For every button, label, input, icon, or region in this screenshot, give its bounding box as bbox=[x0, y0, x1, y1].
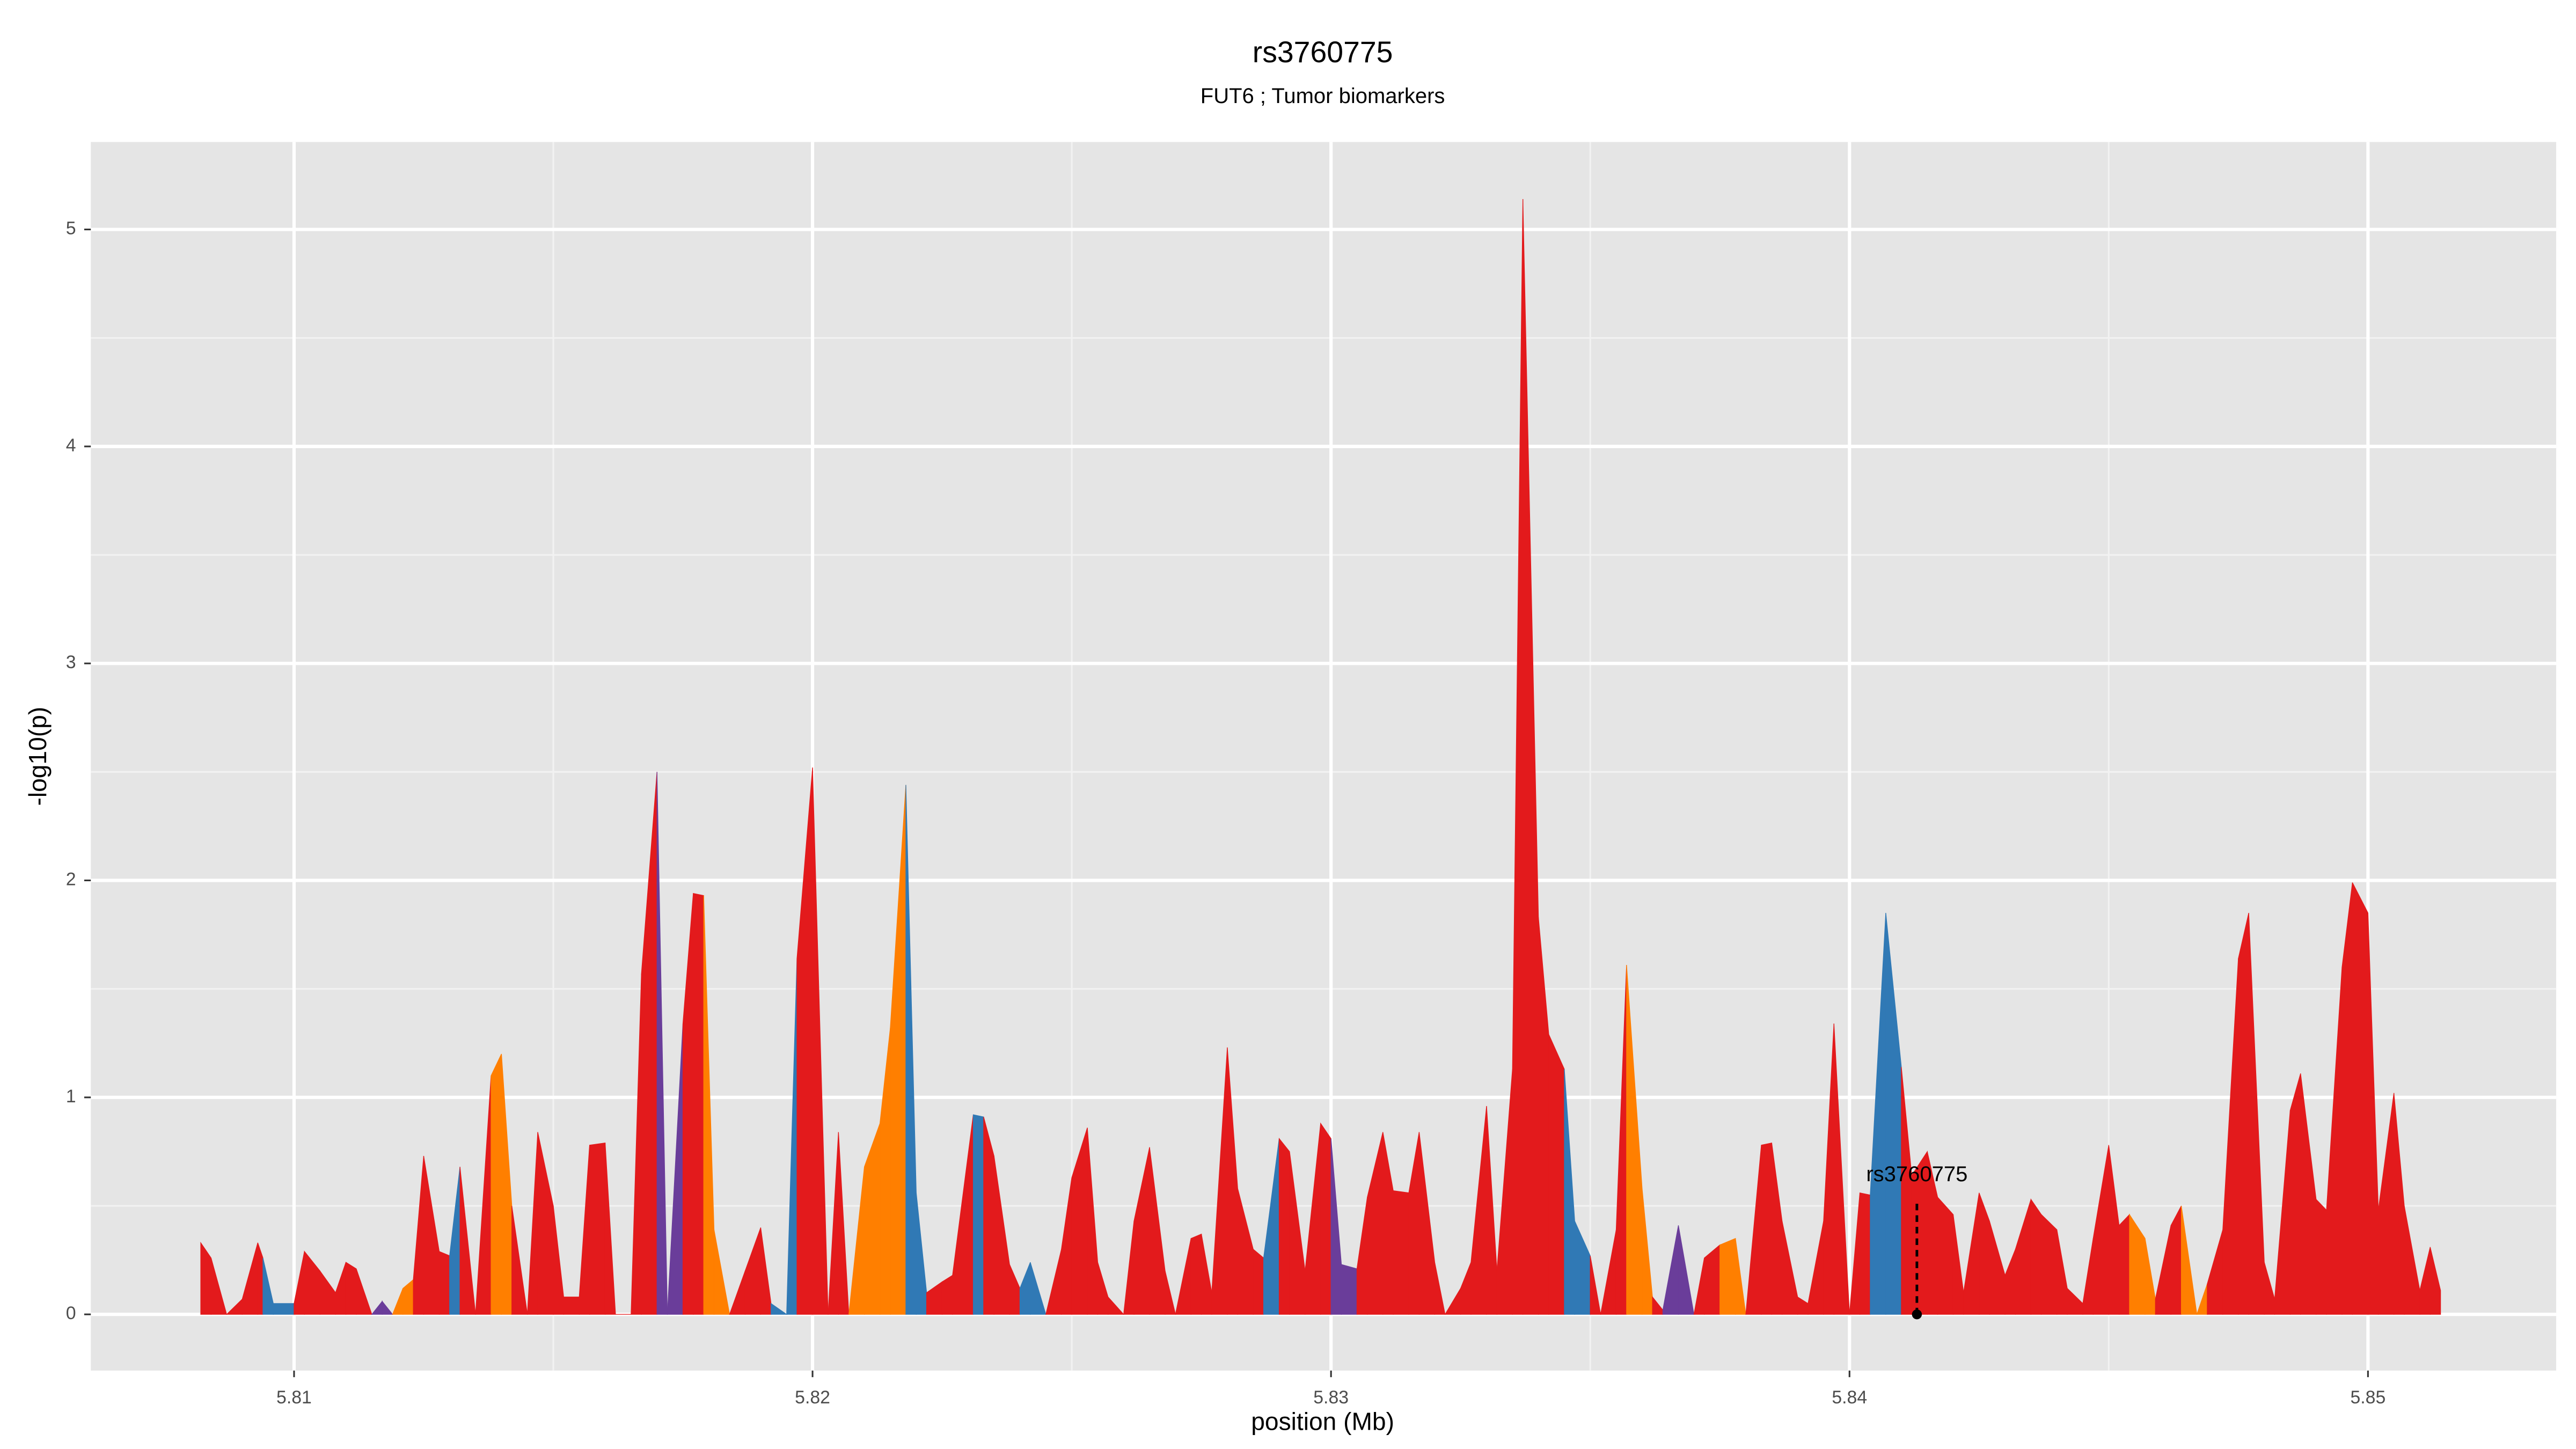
x-tick-label: 5.82 bbox=[795, 1387, 830, 1408]
y-tick-label: 3 bbox=[66, 652, 76, 672]
area-segment bbox=[1165, 1271, 1176, 1315]
area-segment bbox=[812, 767, 829, 1315]
area-segment bbox=[656, 772, 668, 1315]
area-segment bbox=[838, 1132, 850, 1315]
area-segment bbox=[1108, 1296, 1125, 1315]
x-tick-label: 5.81 bbox=[276, 1387, 312, 1408]
area-segment bbox=[438, 1250, 450, 1315]
area-segment bbox=[1678, 1225, 1695, 1315]
y-tick-label: 2 bbox=[66, 869, 76, 889]
y-tick-label: 0 bbox=[66, 1303, 76, 1323]
area-segment bbox=[563, 1297, 580, 1315]
area-segment bbox=[1548, 1034, 1565, 1315]
annotation-label: rs3760775 bbox=[1866, 1162, 1967, 1186]
area-segment bbox=[210, 1257, 228, 1315]
area-segment bbox=[1341, 1264, 1358, 1315]
area-segment bbox=[511, 1205, 528, 1315]
area-segment bbox=[2041, 1213, 2058, 1315]
area-segment bbox=[1761, 1142, 1772, 1315]
area-segment bbox=[2119, 1213, 2130, 1315]
area-segment bbox=[604, 1143, 616, 1315]
area-segment bbox=[491, 1053, 502, 1315]
y-tick-label: 5 bbox=[66, 218, 76, 238]
area-segment bbox=[771, 1302, 788, 1315]
area-segment bbox=[2316, 1198, 2327, 1315]
area-segment bbox=[345, 1261, 357, 1315]
area-segment bbox=[713, 1230, 730, 1315]
area-segment bbox=[1434, 1262, 1446, 1315]
area-segment bbox=[2030, 1198, 2042, 1315]
area-segment bbox=[1393, 1190, 1409, 1315]
area-segment bbox=[972, 1114, 984, 1315]
annotation-point bbox=[1912, 1309, 1922, 1320]
area-segment bbox=[1253, 1248, 1264, 1315]
area: rs3760775 bbox=[200, 199, 2441, 1320]
chart-title: rs3760775 bbox=[1253, 35, 1393, 69]
area-segment bbox=[1278, 1137, 1290, 1315]
area-segment bbox=[2170, 1205, 2182, 1315]
area-segment bbox=[1320, 1122, 1331, 1315]
area-segment bbox=[693, 893, 704, 1315]
area-segment bbox=[459, 1167, 476, 1315]
area-segment bbox=[589, 1143, 606, 1315]
area-segment bbox=[1833, 1023, 1850, 1315]
chart-subtitle: FUT6 ; Tumor biomarkers bbox=[1201, 84, 1445, 108]
area-segment bbox=[1030, 1262, 1046, 1315]
area-segment bbox=[2238, 913, 2249, 1315]
area-segment bbox=[1735, 1238, 1746, 1315]
x-tick-label: 5.85 bbox=[2350, 1387, 2385, 1408]
area-segment bbox=[2352, 882, 2368, 1315]
area-segment bbox=[1190, 1233, 1202, 1315]
area-segment bbox=[941, 1275, 953, 1315]
area-segment bbox=[356, 1269, 372, 1315]
area-segment bbox=[382, 1300, 393, 1315]
axes: 5.81 5.82 5.83 5.84 5.85 0 1 2 3 4 5 bbox=[66, 218, 2386, 1408]
x-axis-label: position (Mb) bbox=[1251, 1407, 1394, 1435]
area-segment bbox=[1590, 1255, 1601, 1315]
y-tick-label: 1 bbox=[66, 1086, 76, 1107]
x-tick-label: 5.83 bbox=[1313, 1387, 1349, 1408]
area-segment bbox=[273, 1303, 295, 1315]
x-tick-label: 5.84 bbox=[1832, 1387, 1867, 1408]
y-axis-label: -log10(p) bbox=[24, 707, 52, 806]
area-segment bbox=[2289, 1073, 2301, 1315]
area-segment bbox=[2180, 1205, 2198, 1315]
area-segment bbox=[1859, 1192, 1871, 1315]
area-segment bbox=[1719, 1238, 1736, 1315]
y-tick-label: 4 bbox=[66, 435, 76, 456]
area-segment bbox=[2429, 1247, 2441, 1315]
area-segment bbox=[1937, 1196, 1954, 1315]
